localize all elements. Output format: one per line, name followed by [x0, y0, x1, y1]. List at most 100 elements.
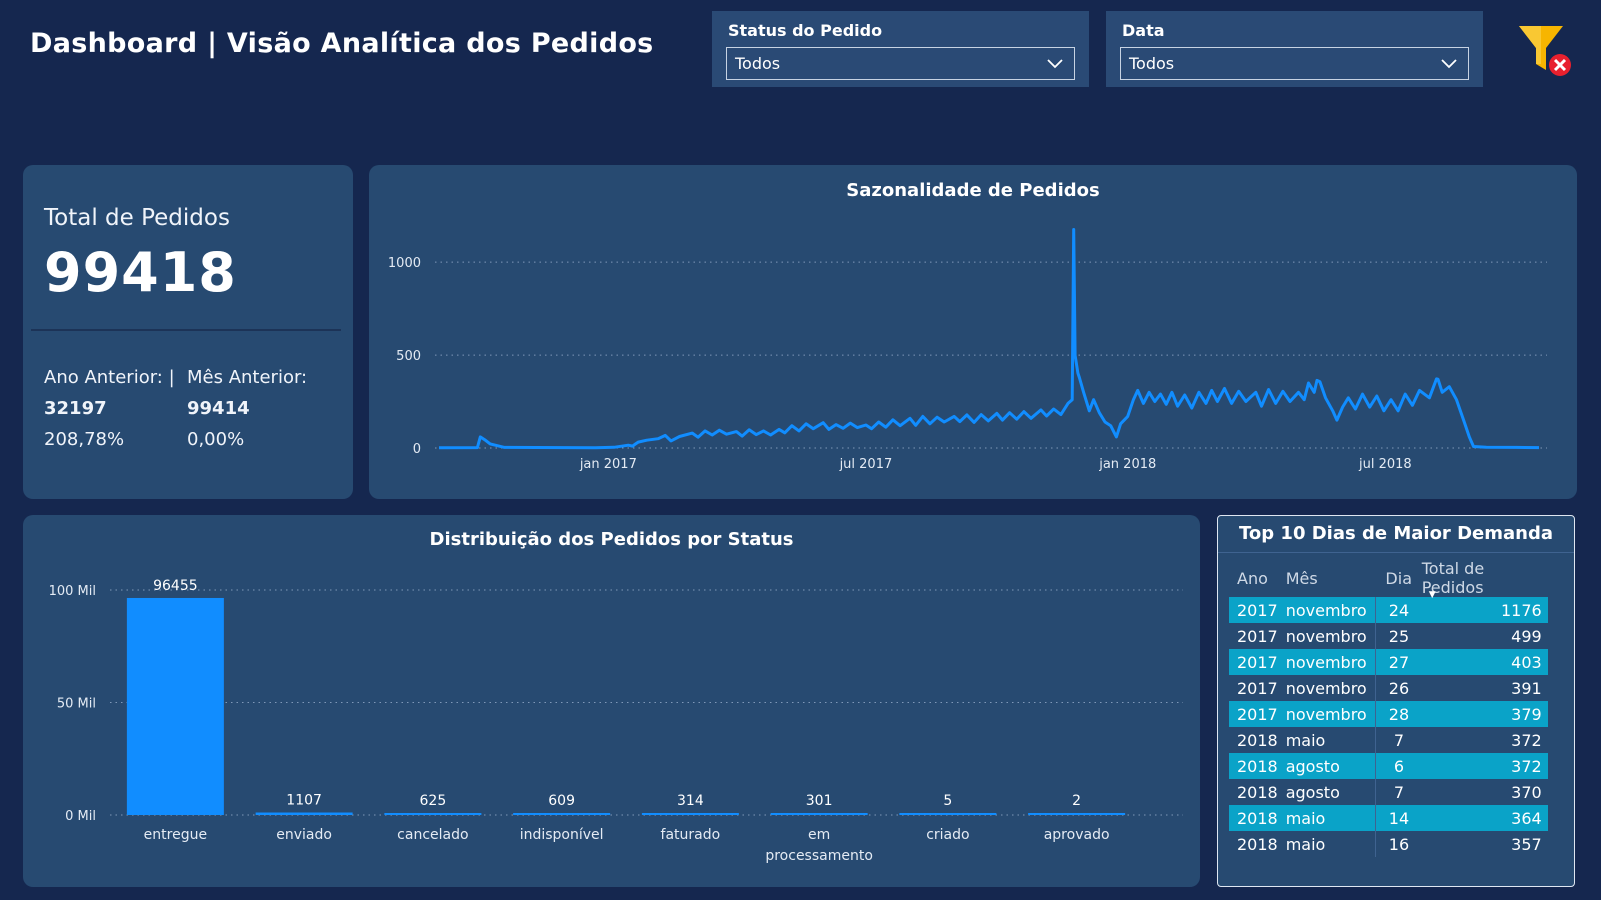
- table-row[interactable]: 2018 agosto 6 372: [1229, 753, 1548, 779]
- cell-total: 403: [1421, 649, 1548, 675]
- y-tick-label: 0 Mil: [65, 809, 96, 824]
- prev-year-value: 32197: [44, 398, 107, 419]
- cell-mes: novembro: [1277, 675, 1377, 701]
- data-label: 625: [420, 793, 447, 809]
- cell-ano: 2017: [1237, 678, 1278, 698]
- bar[interactable]: [1028, 813, 1126, 815]
- column-header-total[interactable]: Total de Pedidos ▼: [1421, 559, 1548, 600]
- cell-ano: 2017: [1229, 649, 1278, 675]
- table-row[interactable]: 2017 novembro 26 391: [1229, 675, 1548, 701]
- data-label: 314: [677, 793, 704, 809]
- cell-mes: novembro: [1277, 701, 1377, 727]
- table-row[interactable]: 2018 maio 14 364: [1229, 805, 1548, 831]
- status-slicer: Status do Pedido Todos: [712, 11, 1089, 87]
- y-tick-label: 500: [396, 349, 421, 364]
- prev-month-label: Mês Anterior:: [187, 367, 308, 388]
- prev-year-comparison: Ano Anterior: | 32197 208,78%: [44, 367, 175, 450]
- bar[interactable]: [770, 813, 868, 815]
- cell-mes: agosto: [1277, 753, 1377, 779]
- seasonality-line-chart: 0 500 1000 jan 2017 jul 2017 jan 2018 jul 2018: [388, 228, 1547, 472]
- y-tick-label: 1000: [388, 256, 421, 271]
- status-chart-title: Distribuição dos Pedidos por Status: [429, 529, 794, 550]
- category-label: criado: [926, 827, 969, 843]
- data-label: 96455: [153, 578, 198, 594]
- data-label: 5: [943, 793, 952, 809]
- column-header-total-label: Total de Pedidos: [1421, 559, 1485, 597]
- x-tick-label: jul 2017: [839, 457, 893, 472]
- status-bar-chart: 0 Mil 50 Mil 100 Mil 96455 entregue 1107 envia…: [49, 578, 1183, 864]
- top10-table-card: Top 10 Dias de Maior Demanda Ano Mês Dia…: [1217, 515, 1575, 887]
- table-row[interactable]: 2017 novembro 25 499: [1229, 623, 1548, 649]
- cell-dia: 28: [1375, 701, 1422, 727]
- seasonality-chart-title: Sazonalidade de Pedidos: [846, 180, 1100, 201]
- cell-mes: maio: [1277, 831, 1377, 857]
- clear-filter-icon[interactable]: [1517, 24, 1573, 78]
- column-header-mes[interactable]: Mês: [1285, 568, 1318, 588]
- cell-dia: 25: [1388, 626, 1410, 646]
- column-header-dia[interactable]: Dia: [1385, 568, 1412, 588]
- sort-desc-icon: ▼: [1428, 590, 1436, 600]
- date-dropdown[interactable]: Todos: [1120, 47, 1469, 80]
- table-row[interactable]: 2018 maio 16 357: [1229, 831, 1548, 857]
- category-label: cancelado: [397, 827, 468, 843]
- y-tick-label: 0: [413, 442, 421, 457]
- column-header-ano[interactable]: Ano: [1237, 568, 1268, 588]
- cell-total: 372: [1421, 753, 1548, 779]
- cell-total: 372: [1511, 730, 1542, 750]
- x-tick-label: jan 2018: [1098, 457, 1156, 472]
- kpi-divider: [31, 329, 341, 331]
- table-header-row: Ano Mês Dia Total de Pedidos ▼: [1229, 559, 1548, 600]
- table-row[interactable]: 2018 maio 7 372: [1229, 727, 1548, 753]
- cell-dia: 16: [1388, 834, 1410, 854]
- cell-mes: maio: [1277, 727, 1377, 753]
- table-row[interactable]: 2017 novembro 28 379: [1229, 701, 1548, 727]
- cell-ano: 2017: [1229, 597, 1278, 623]
- cell-ano: 2018: [1237, 782, 1278, 802]
- top10-table-title: Top 10 Dias de Maior Demanda: [1239, 523, 1553, 544]
- prev-year-label: Ano Anterior: |: [44, 367, 175, 388]
- bar[interactable]: [641, 813, 739, 815]
- cell-dia: 14: [1375, 805, 1422, 831]
- cell-dia: 7: [1393, 730, 1405, 750]
- status-chart-card: Distribuição dos Pedidos por Status 0 Mi…: [23, 515, 1200, 887]
- x-tick-label: jul 2018: [1358, 457, 1412, 472]
- prev-month-pct: 0,00%: [187, 429, 245, 450]
- cell-ano: 2017: [1237, 626, 1278, 646]
- category-label: processamento: [765, 848, 873, 864]
- status-dropdown[interactable]: Todos: [726, 47, 1075, 80]
- chevron-down-icon: [1441, 58, 1457, 68]
- chevron-down-icon: [1047, 58, 1063, 68]
- table-row[interactable]: 2018 agosto 7 370: [1229, 779, 1548, 805]
- cell-dia: 6: [1375, 753, 1422, 779]
- cell-total: 364: [1421, 805, 1548, 831]
- data-label: 301: [806, 793, 833, 809]
- kpi-card: Total de Pedidos 99418 Ano Anterior: | 3…: [23, 165, 353, 499]
- date-dropdown-value: Todos: [1129, 54, 1175, 73]
- category-label: em: [808, 827, 830, 843]
- y-tick-label: 50 Mil: [57, 697, 96, 712]
- date-slicer-label: Data: [1122, 21, 1165, 40]
- cell-total: 391: [1511, 678, 1542, 698]
- bar[interactable]: [899, 813, 997, 815]
- category-label: entregue: [144, 827, 207, 843]
- kpi-value: 99418: [44, 241, 237, 304]
- cell-mes: novembro: [1277, 649, 1377, 675]
- cell-total: 499: [1511, 626, 1542, 646]
- bar[interactable]: [126, 597, 224, 815]
- cell-mes: agosto: [1277, 779, 1377, 805]
- page-title: Dashboard | Visão Analítica dos Pedidos: [30, 28, 654, 59]
- cell-total: 370: [1511, 782, 1542, 802]
- top10-divider: [1218, 552, 1574, 553]
- table-row[interactable]: 2017 novembro 24 1176: [1229, 597, 1548, 623]
- series-line[interactable]: [438, 228, 1540, 450]
- bar[interactable]: [513, 813, 611, 815]
- bar[interactable]: [384, 813, 482, 815]
- data-label: 2: [1072, 793, 1081, 809]
- bar[interactable]: [255, 812, 353, 815]
- prev-year-pct: 208,78%: [44, 429, 125, 450]
- prev-month-comparison: Mês Anterior: 99414 0,00%: [187, 367, 307, 450]
- table-row[interactable]: 2017 novembro 27 403: [1229, 649, 1548, 675]
- category-label: enviado: [276, 827, 332, 843]
- y-tick-label: 100 Mil: [49, 584, 96, 599]
- cell-ano: 2018: [1229, 753, 1278, 779]
